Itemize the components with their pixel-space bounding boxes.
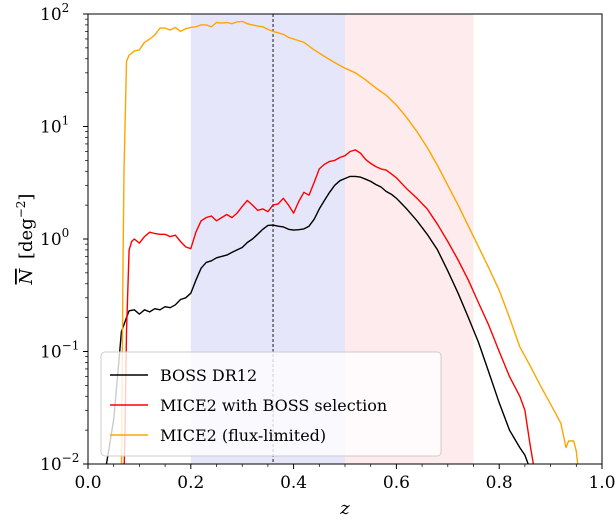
legend: BOSS DR12 MICE2 with BOSS selection MICE2 …: [100, 351, 442, 457]
x-tick-label: 0.0: [74, 473, 101, 493]
legend-label-3: MICE2 (flux-limited): [160, 426, 326, 445]
y-axis-label-symbol: N: [16, 267, 37, 285]
legend-label-1: BOSS DR12: [160, 366, 257, 385]
series-line-2: [123, 149, 535, 464]
x-tick-label: 0.6: [383, 473, 410, 493]
series-lines: [105, 20, 579, 464]
y-axis-label: N [deg−2]: [14, 194, 37, 286]
y-axis-label-exponent: −2: [14, 201, 28, 219]
legend-box: [100, 351, 442, 457]
y-tick-label: 10−1: [40, 339, 79, 363]
y-tick-label: 101: [40, 114, 69, 138]
y-tick-label: 10−2: [40, 451, 79, 475]
x-tick-label: 0.4: [280, 473, 307, 493]
axis-ticks: 0.0 0.2 0.4 0.6 0.8 1.0 10−2 10−1 100 101 102: [40, 1, 616, 493]
y-axis-label-unit: [deg: [16, 218, 37, 259]
y-tick-label: 102: [40, 1, 69, 25]
x-tick-label: 0.8: [486, 473, 513, 493]
series-line-1: [105, 175, 529, 464]
x-axis-label: z: [339, 498, 350, 519]
series-line-3: [120, 20, 579, 464]
y-axis-label-close: ]: [16, 194, 37, 201]
legend-label-2: MICE2 with BOSS selection: [160, 396, 387, 415]
x-tick-label: 1.0: [588, 473, 615, 493]
x-tick-label: 0.2: [177, 473, 204, 493]
y-tick-label: 100: [40, 226, 69, 250]
